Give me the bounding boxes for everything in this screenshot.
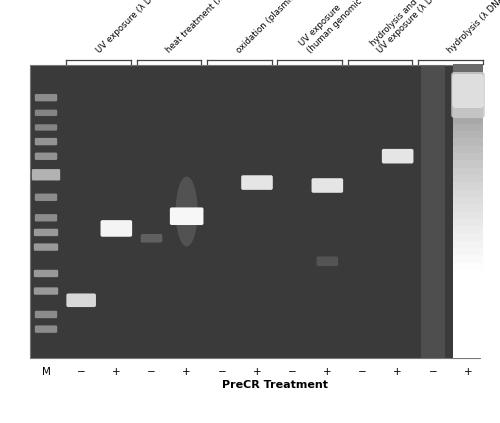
Bar — [453, 306, 483, 314]
FancyBboxPatch shape — [35, 214, 57, 222]
Text: +: + — [252, 367, 262, 377]
Bar — [30, 65, 480, 358]
Text: UV exposure
(human genomic DNA): UV exposure (human genomic DNA) — [298, 0, 382, 55]
Text: M: M — [42, 367, 50, 377]
Text: hydrolysis and
UV exposure (λ DNA): hydrolysis and UV exposure (λ DNA) — [368, 0, 446, 55]
Bar — [453, 350, 483, 358]
Text: heat treatment (λ DNA): heat treatment (λ DNA) — [164, 0, 243, 55]
Text: −: − — [428, 367, 437, 377]
FancyBboxPatch shape — [35, 110, 57, 116]
Bar — [453, 137, 483, 146]
Text: −: − — [147, 367, 156, 377]
FancyBboxPatch shape — [452, 74, 484, 108]
Bar — [453, 174, 483, 182]
FancyBboxPatch shape — [34, 270, 58, 277]
FancyBboxPatch shape — [35, 311, 57, 318]
FancyBboxPatch shape — [34, 229, 58, 236]
Bar — [421, 65, 444, 358]
Bar — [453, 93, 483, 102]
FancyBboxPatch shape — [34, 243, 58, 251]
FancyBboxPatch shape — [312, 178, 343, 193]
Text: oxidation (plasmid): oxidation (plasmid) — [235, 0, 300, 55]
FancyBboxPatch shape — [35, 124, 57, 131]
Text: +: + — [112, 367, 120, 377]
Bar — [453, 276, 483, 285]
FancyBboxPatch shape — [35, 325, 57, 333]
Bar — [453, 123, 483, 131]
FancyBboxPatch shape — [32, 169, 60, 181]
Bar — [453, 196, 483, 204]
FancyBboxPatch shape — [140, 234, 162, 243]
Text: +: + — [464, 367, 472, 377]
Text: UV exposure (λ DNA): UV exposure (λ DNA) — [94, 0, 165, 55]
Bar — [453, 79, 483, 87]
Text: +: + — [182, 367, 191, 377]
Text: −: − — [77, 367, 86, 377]
Text: −: − — [358, 367, 367, 377]
Bar — [453, 167, 483, 175]
Bar — [453, 320, 483, 329]
Bar — [453, 328, 483, 336]
FancyBboxPatch shape — [100, 220, 132, 237]
Bar — [453, 108, 483, 116]
Bar — [453, 298, 483, 307]
Text: +: + — [394, 367, 402, 377]
Bar — [453, 101, 483, 109]
Bar — [453, 313, 483, 321]
Text: +: + — [323, 367, 332, 377]
FancyBboxPatch shape — [35, 94, 57, 102]
Bar — [453, 269, 483, 277]
Bar — [453, 233, 483, 241]
Bar — [453, 115, 483, 124]
Text: hydrolysis (λ DNA): hydrolysis (λ DNA) — [446, 0, 500, 55]
FancyBboxPatch shape — [451, 72, 485, 118]
Bar — [453, 130, 483, 138]
Bar — [453, 284, 483, 292]
Bar — [453, 71, 483, 80]
Bar — [453, 189, 483, 197]
Bar — [453, 64, 483, 72]
Bar — [453, 86, 483, 94]
FancyBboxPatch shape — [35, 153, 57, 160]
Bar — [453, 203, 483, 212]
FancyBboxPatch shape — [241, 175, 273, 190]
FancyBboxPatch shape — [170, 207, 203, 225]
FancyBboxPatch shape — [316, 256, 338, 266]
FancyBboxPatch shape — [34, 287, 58, 295]
FancyBboxPatch shape — [35, 194, 57, 201]
Bar — [453, 255, 483, 263]
FancyBboxPatch shape — [382, 149, 414, 164]
Bar — [453, 240, 483, 248]
Bar — [453, 335, 483, 343]
Bar — [453, 218, 483, 226]
Bar — [453, 225, 483, 233]
FancyBboxPatch shape — [35, 138, 57, 146]
Bar — [453, 65, 483, 358]
FancyBboxPatch shape — [66, 294, 96, 307]
Bar — [453, 181, 483, 190]
Text: −: − — [288, 367, 296, 377]
Bar — [453, 152, 483, 160]
Ellipse shape — [176, 176, 198, 247]
Text: PreCR Treatment: PreCR Treatment — [222, 380, 328, 390]
Bar — [453, 342, 483, 351]
Bar — [453, 159, 483, 168]
Text: −: − — [218, 367, 226, 377]
Bar — [453, 247, 483, 255]
Bar — [453, 262, 483, 270]
Bar — [453, 145, 483, 153]
Bar — [453, 291, 483, 299]
Bar — [453, 211, 483, 219]
